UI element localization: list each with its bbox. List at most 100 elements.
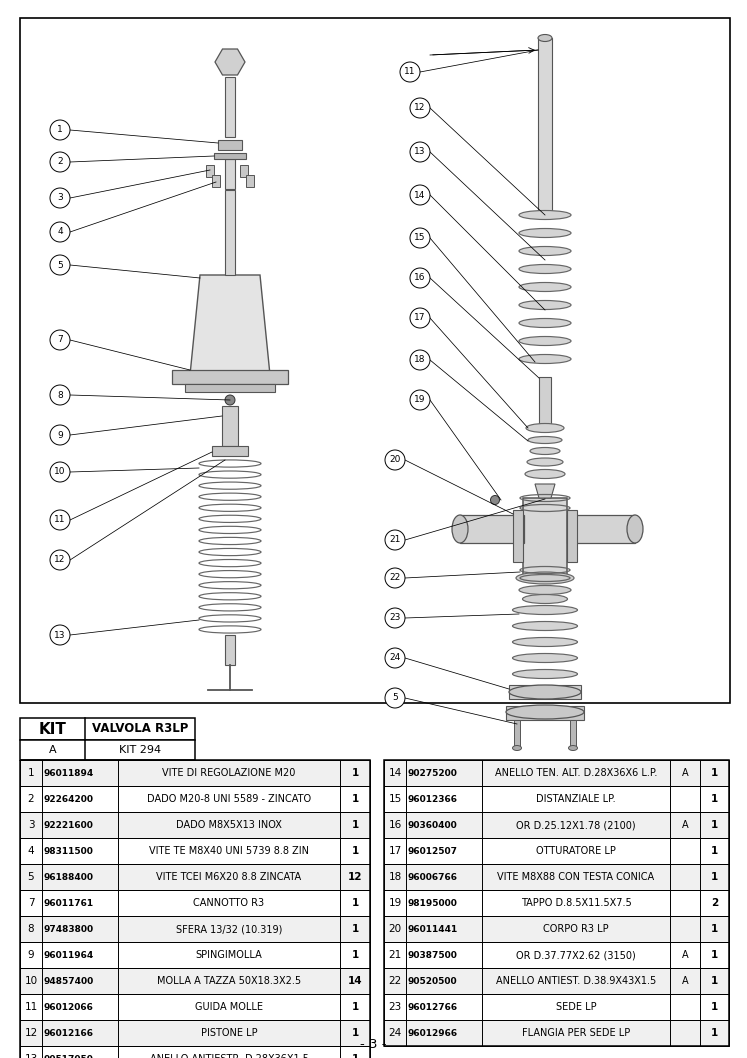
Bar bbox=[206, 165, 214, 177]
Text: 17: 17 bbox=[415, 313, 426, 323]
Text: CANNOTTO R3: CANNOTTO R3 bbox=[193, 898, 264, 908]
Text: 96011761: 96011761 bbox=[44, 898, 94, 908]
Bar bbox=[384, 838, 729, 864]
Text: 5: 5 bbox=[28, 872, 34, 882]
Text: 19: 19 bbox=[388, 898, 402, 908]
Bar bbox=[212, 175, 220, 187]
Bar bbox=[212, 446, 248, 456]
Text: 1: 1 bbox=[711, 1028, 718, 1038]
Bar bbox=[20, 811, 370, 838]
Text: A: A bbox=[682, 820, 688, 829]
Text: MOLLA A TAZZA 50X18.3X2.5: MOLLA A TAZZA 50X18.3X2.5 bbox=[157, 975, 301, 986]
Circle shape bbox=[50, 462, 70, 482]
Text: OTTURATORE LP: OTTURATORE LP bbox=[536, 846, 616, 856]
Ellipse shape bbox=[519, 585, 571, 595]
Text: 11: 11 bbox=[55, 515, 66, 525]
Ellipse shape bbox=[525, 470, 565, 478]
Circle shape bbox=[410, 229, 430, 248]
Bar bbox=[506, 706, 584, 720]
Ellipse shape bbox=[506, 705, 584, 719]
Circle shape bbox=[50, 385, 70, 405]
Circle shape bbox=[50, 255, 70, 275]
Text: 96011964: 96011964 bbox=[44, 950, 94, 960]
Text: 5: 5 bbox=[392, 693, 398, 703]
Text: A: A bbox=[682, 975, 688, 986]
Text: 1: 1 bbox=[711, 820, 718, 829]
Circle shape bbox=[385, 568, 405, 588]
Circle shape bbox=[410, 390, 430, 411]
Text: A: A bbox=[682, 950, 688, 960]
Text: 14: 14 bbox=[388, 768, 402, 778]
Bar bbox=[20, 786, 370, 811]
Text: 1: 1 bbox=[28, 768, 34, 778]
Bar bbox=[172, 370, 288, 384]
Bar bbox=[20, 718, 195, 740]
Text: VITE DI REGOLAZIONE M20: VITE DI REGOLAZIONE M20 bbox=[162, 768, 296, 778]
Text: 90517050: 90517050 bbox=[44, 1055, 94, 1058]
Text: 23: 23 bbox=[389, 614, 400, 622]
Text: 3: 3 bbox=[28, 820, 34, 829]
Ellipse shape bbox=[516, 572, 574, 584]
Text: 96011441: 96011441 bbox=[408, 925, 458, 933]
Text: SFERA 13/32 (10.319): SFERA 13/32 (10.319) bbox=[176, 924, 282, 934]
Text: 13: 13 bbox=[415, 147, 426, 157]
Bar bbox=[384, 760, 729, 1046]
Bar bbox=[20, 760, 370, 786]
Text: ANELLO ANTIESTR. D.28X36X1.5: ANELLO ANTIESTR. D.28X36X1.5 bbox=[149, 1054, 309, 1058]
Text: 1: 1 bbox=[711, 768, 718, 778]
Text: 96012766: 96012766 bbox=[408, 1003, 458, 1011]
Ellipse shape bbox=[512, 670, 577, 678]
Text: VITE TE M8X40 UNI 5739 8.8 ZIN: VITE TE M8X40 UNI 5739 8.8 ZIN bbox=[149, 846, 309, 856]
Text: 1: 1 bbox=[351, 820, 359, 829]
Ellipse shape bbox=[512, 746, 521, 750]
Ellipse shape bbox=[509, 685, 581, 699]
Ellipse shape bbox=[519, 247, 571, 255]
Text: 1: 1 bbox=[57, 126, 63, 134]
Text: 1: 1 bbox=[351, 1054, 359, 1058]
Bar bbox=[20, 916, 370, 942]
Bar bbox=[20, 890, 370, 916]
Ellipse shape bbox=[527, 458, 563, 466]
Bar bbox=[20, 786, 370, 811]
Bar bbox=[225, 635, 235, 665]
Bar bbox=[20, 864, 370, 890]
Bar bbox=[20, 838, 370, 864]
Bar bbox=[185, 384, 275, 393]
Bar bbox=[514, 720, 520, 748]
Bar bbox=[384, 942, 729, 968]
Text: 2: 2 bbox=[58, 158, 63, 166]
Bar bbox=[384, 811, 729, 838]
Text: 21: 21 bbox=[389, 535, 400, 545]
Circle shape bbox=[50, 222, 70, 242]
Text: 96012507: 96012507 bbox=[408, 846, 458, 856]
Text: PISTONE LP: PISTONE LP bbox=[201, 1028, 257, 1038]
Text: 8: 8 bbox=[28, 924, 34, 934]
Text: TAPPO D.8.5X11.5X7.5: TAPPO D.8.5X11.5X7.5 bbox=[521, 898, 631, 908]
Circle shape bbox=[50, 152, 70, 172]
Circle shape bbox=[50, 510, 70, 530]
Text: ANELLO TEN. ALT. D.28X36X6 L.P.: ANELLO TEN. ALT. D.28X36X6 L.P. bbox=[495, 768, 657, 778]
Bar bbox=[538, 38, 552, 213]
Text: 1: 1 bbox=[711, 950, 718, 960]
Text: SEDE LP: SEDE LP bbox=[556, 1002, 596, 1013]
Text: 9: 9 bbox=[28, 950, 34, 960]
Ellipse shape bbox=[526, 423, 564, 433]
Bar bbox=[20, 1046, 370, 1058]
Bar bbox=[384, 942, 729, 968]
Ellipse shape bbox=[519, 282, 571, 292]
Circle shape bbox=[410, 98, 430, 118]
Text: 4: 4 bbox=[28, 846, 34, 856]
Ellipse shape bbox=[522, 595, 568, 603]
Text: 14: 14 bbox=[415, 190, 426, 200]
Bar bbox=[384, 864, 729, 890]
Text: 96011894: 96011894 bbox=[44, 768, 94, 778]
Ellipse shape bbox=[519, 229, 571, 237]
Text: 90275200: 90275200 bbox=[408, 768, 458, 778]
Text: 4: 4 bbox=[58, 227, 63, 237]
Bar bbox=[20, 838, 370, 864]
Ellipse shape bbox=[568, 746, 577, 750]
Text: 96012366: 96012366 bbox=[408, 795, 458, 803]
Bar bbox=[384, 995, 729, 1020]
Bar bbox=[225, 190, 235, 275]
Text: OR D.37.77X2.62 (3150): OR D.37.77X2.62 (3150) bbox=[516, 950, 636, 960]
